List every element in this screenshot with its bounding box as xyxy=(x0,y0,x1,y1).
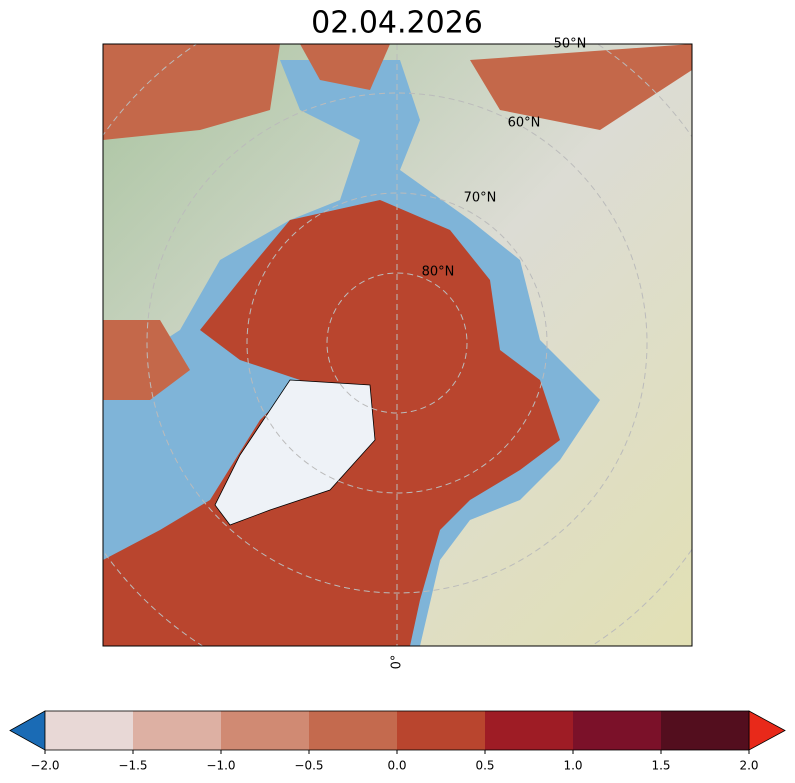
colorbar-bin xyxy=(221,711,309,750)
colorbar-tick-label: −1.5 xyxy=(118,759,147,773)
colorbar-tick-label: −1.0 xyxy=(206,759,235,773)
colorbar: −2.0 −1.5 −1.0 −0.5 0.0 0.5 1.0 1.5 2.0 xyxy=(9,710,786,773)
colorbar-tick-label: 1.0 xyxy=(563,759,582,773)
anomaly-area xyxy=(470,44,692,130)
colorbar-under xyxy=(9,710,46,751)
anomaly-area xyxy=(103,44,280,140)
colorbar-bin xyxy=(309,711,397,750)
lat-label: 80°N xyxy=(422,265,455,280)
colorbar-bin xyxy=(45,711,133,750)
lat-label: 70°N xyxy=(464,191,497,206)
colorbar-bin xyxy=(573,711,661,750)
colorbar-tick-label: −2.0 xyxy=(30,759,59,773)
lat-label: 50°N xyxy=(554,37,587,52)
colorbar-tick-label: 0.5 xyxy=(475,759,494,773)
colorbar-bin xyxy=(133,711,221,750)
colorbar-tick-label: 1.5 xyxy=(651,759,670,773)
anomaly-area xyxy=(103,320,190,400)
greenland xyxy=(214,379,376,526)
anomaly-area xyxy=(300,44,390,90)
colorbar-tick-label: 0.0 xyxy=(387,759,406,773)
lat-label: 60°N xyxy=(508,116,541,131)
colorbar-over xyxy=(748,710,786,751)
map-frame xyxy=(102,43,693,647)
lon-label: 0° xyxy=(390,655,405,670)
title: 02.04.2026 xyxy=(311,6,483,41)
colorbar-tick-label: −0.5 xyxy=(294,759,323,773)
colorbar-bin xyxy=(397,711,485,750)
colorbar-tick-label: 2.0 xyxy=(739,759,758,773)
graticule xyxy=(103,44,692,646)
colorbar-bin xyxy=(661,711,749,750)
colorbar-bin xyxy=(485,711,573,750)
map xyxy=(103,44,692,646)
